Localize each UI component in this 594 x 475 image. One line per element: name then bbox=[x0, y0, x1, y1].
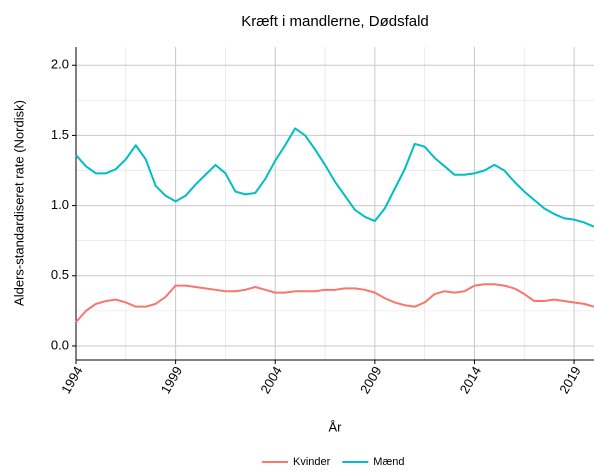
y-tick-label: 1.0 bbox=[51, 197, 69, 212]
line-series bbox=[75, 127, 594, 228]
x-axis-label: År bbox=[329, 419, 343, 434]
x-tick-label: 2009 bbox=[357, 364, 384, 397]
x-tick-label: 2004 bbox=[257, 364, 284, 397]
legend-label: Kvinder bbox=[293, 456, 331, 468]
x-tick-label: 2019 bbox=[556, 364, 583, 397]
x-tick-label: 2014 bbox=[457, 364, 484, 397]
y-tick-label: 0.0 bbox=[51, 337, 69, 352]
x-tick-label: 1999 bbox=[158, 364, 185, 397]
line-series bbox=[75, 283, 594, 323]
y-tick-label: 2.0 bbox=[51, 57, 69, 72]
legend-label: Mænd bbox=[373, 456, 404, 468]
y-tick-label: 0.5 bbox=[51, 267, 69, 282]
chart-title: Kræft i mandlerne, Dødsfald bbox=[241, 13, 429, 30]
y-tick-label: 1.5 bbox=[51, 127, 69, 142]
x-tick-label: 1994 bbox=[58, 364, 85, 397]
y-axis-label: Alders-standardiseret rate (Nordisk) bbox=[11, 100, 26, 306]
